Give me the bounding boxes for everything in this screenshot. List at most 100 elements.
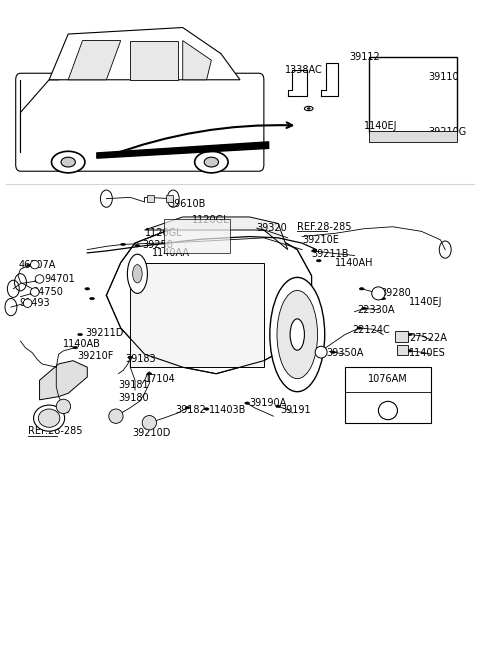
Ellipse shape <box>290 319 304 350</box>
Text: 1120GL: 1120GL <box>192 215 230 225</box>
Text: 39182: 39182 <box>176 405 206 415</box>
Text: 39210G: 39210G <box>429 127 467 137</box>
Ellipse shape <box>147 373 152 375</box>
Ellipse shape <box>312 250 316 252</box>
Bar <box>369 131 457 142</box>
Polygon shape <box>144 217 288 250</box>
Bar <box>396 345 408 356</box>
Text: 39250: 39250 <box>142 240 173 250</box>
Bar <box>395 331 408 342</box>
Text: 39210D: 39210D <box>132 428 171 438</box>
Bar <box>369 57 457 132</box>
Ellipse shape <box>61 157 75 167</box>
Ellipse shape <box>132 264 142 283</box>
Ellipse shape <box>195 152 228 173</box>
Polygon shape <box>39 361 87 400</box>
Text: 39181: 39181 <box>118 380 149 390</box>
Polygon shape <box>49 28 240 80</box>
Ellipse shape <box>30 292 35 295</box>
Ellipse shape <box>270 277 324 392</box>
Text: 39211D: 39211D <box>85 327 123 338</box>
Ellipse shape <box>35 275 44 283</box>
Text: 22330A: 22330A <box>357 305 395 316</box>
Ellipse shape <box>56 400 71 413</box>
Text: 94701: 94701 <box>44 274 75 284</box>
Text: 39210E: 39210E <box>302 235 339 245</box>
Ellipse shape <box>135 245 140 247</box>
FancyBboxPatch shape <box>16 73 264 171</box>
Ellipse shape <box>245 402 250 404</box>
Text: 94750: 94750 <box>33 287 63 297</box>
Text: 39183: 39183 <box>125 354 156 363</box>
Ellipse shape <box>185 407 190 409</box>
Ellipse shape <box>204 157 218 167</box>
Ellipse shape <box>109 409 123 423</box>
Ellipse shape <box>85 287 90 290</box>
Text: 11403B: 11403B <box>209 405 246 415</box>
Bar <box>345 367 431 422</box>
Text: 39320: 39320 <box>257 223 288 233</box>
Ellipse shape <box>372 287 385 300</box>
Text: 27522A: 27522A <box>409 333 447 343</box>
Polygon shape <box>97 142 269 158</box>
Ellipse shape <box>31 260 39 269</box>
Text: 1120GL: 1120GL <box>144 228 182 238</box>
Text: 91493: 91493 <box>20 298 50 308</box>
Polygon shape <box>130 41 178 80</box>
Ellipse shape <box>316 260 321 262</box>
Ellipse shape <box>407 350 412 352</box>
Text: 46307A: 46307A <box>18 260 56 270</box>
Ellipse shape <box>31 288 39 297</box>
Text: 39280: 39280 <box>381 289 411 298</box>
Ellipse shape <box>362 307 366 310</box>
Text: 17104: 17104 <box>144 374 175 384</box>
Ellipse shape <box>331 351 336 354</box>
Ellipse shape <box>27 264 32 266</box>
Text: 1140ES: 1140ES <box>409 348 446 358</box>
Ellipse shape <box>357 327 362 329</box>
Text: REF.28-285: REF.28-285 <box>297 222 352 232</box>
Polygon shape <box>183 41 211 80</box>
Ellipse shape <box>35 279 39 282</box>
Polygon shape <box>107 224 312 374</box>
Ellipse shape <box>378 401 397 420</box>
Ellipse shape <box>307 108 310 110</box>
Bar <box>164 219 230 253</box>
Text: 1338AC: 1338AC <box>285 65 323 75</box>
Text: 1076AM: 1076AM <box>368 375 408 384</box>
Bar <box>166 195 173 202</box>
Ellipse shape <box>51 152 85 173</box>
Text: 1140AH: 1140AH <box>336 258 374 268</box>
Text: 1140EJ: 1140EJ <box>364 121 397 131</box>
Ellipse shape <box>381 297 385 300</box>
Text: 1140EJ: 1140EJ <box>409 297 443 307</box>
Ellipse shape <box>34 405 65 431</box>
Bar <box>147 195 154 202</box>
Ellipse shape <box>142 415 156 430</box>
Ellipse shape <box>73 346 78 349</box>
Text: REF.28-285: REF.28-285 <box>28 426 82 436</box>
Text: 39610B: 39610B <box>168 199 206 209</box>
Text: 1140AA: 1140AA <box>152 248 190 258</box>
Ellipse shape <box>120 243 125 245</box>
Ellipse shape <box>127 254 147 293</box>
Ellipse shape <box>90 297 95 300</box>
Bar <box>130 262 264 367</box>
Ellipse shape <box>204 408 209 410</box>
Ellipse shape <box>360 287 364 290</box>
Ellipse shape <box>24 299 32 308</box>
Ellipse shape <box>407 333 412 336</box>
Text: 39190A: 39190A <box>250 398 287 408</box>
Ellipse shape <box>23 302 28 304</box>
Text: 39112: 39112 <box>350 52 381 62</box>
Ellipse shape <box>38 409 60 427</box>
Text: 39210F: 39210F <box>78 351 114 361</box>
Text: 39350A: 39350A <box>326 348 363 358</box>
Ellipse shape <box>276 405 281 407</box>
Polygon shape <box>68 41 120 80</box>
Ellipse shape <box>78 333 83 336</box>
Ellipse shape <box>383 405 393 416</box>
Ellipse shape <box>277 291 318 379</box>
Text: 22124C: 22124C <box>352 325 390 335</box>
Ellipse shape <box>315 346 327 358</box>
